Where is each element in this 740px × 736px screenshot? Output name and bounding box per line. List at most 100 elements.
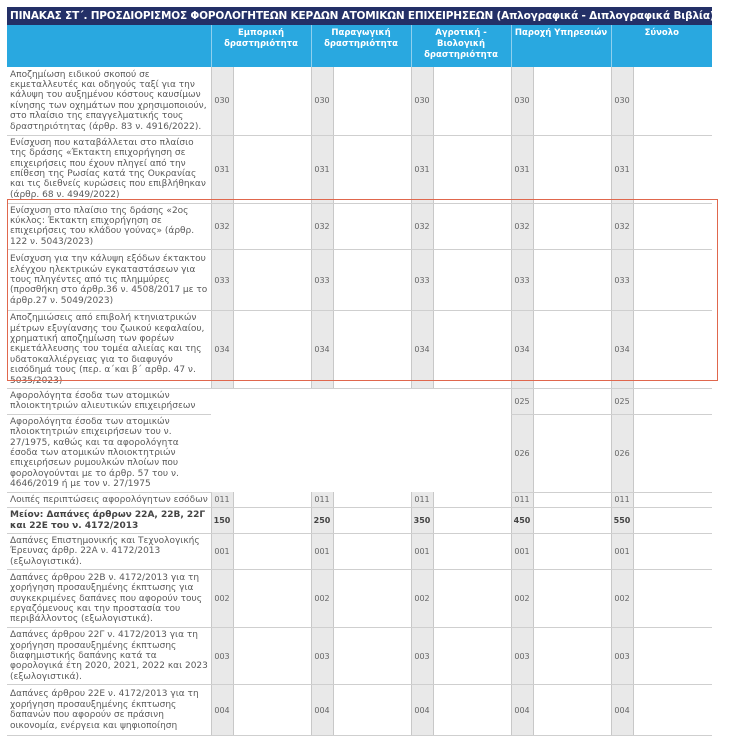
field-code: 001 — [210, 533, 234, 571]
row-label: Αποζημιώσεις από επιβολή κτηνιατρικών μέ… — [7, 310, 211, 389]
table-row: Αποζημίωση ειδικού σκοπού σε εκμεταλλευτ… — [7, 67, 713, 136]
value-input[interactable] — [533, 684, 612, 736]
row-label: Δαπάνες Επιστημονικής και Τεχνολογικής Έ… — [7, 533, 211, 571]
field-code: 001 — [310, 533, 334, 571]
table-row: Δαπάνες άρθρου 22Ε ν. 4172/2013 για τη χ… — [7, 684, 713, 736]
value-input[interactable] — [333, 67, 412, 136]
field-code: 004 — [310, 684, 334, 736]
value-input[interactable] — [333, 507, 412, 534]
value-input[interactable] — [433, 627, 512, 686]
value-input[interactable] — [433, 684, 512, 736]
value-input[interactable] — [333, 492, 412, 509]
header-column: Σύνολο — [610, 25, 713, 67]
field-code: 032 — [610, 203, 634, 251]
value-input[interactable] — [633, 414, 713, 493]
value-input[interactable] — [633, 507, 713, 534]
value-input[interactable] — [533, 414, 612, 493]
value-input[interactable] — [333, 249, 412, 312]
value-input[interactable] — [433, 67, 512, 136]
value-input[interactable] — [333, 135, 412, 204]
value-input[interactable] — [233, 67, 311, 136]
field-code: 150 — [210, 507, 234, 534]
value-input[interactable] — [433, 310, 512, 389]
value-input[interactable] — [433, 507, 512, 534]
table-row: Ενίσχυση που καταβάλλεται στο πλαίσιο τη… — [7, 135, 713, 204]
value-input[interactable] — [533, 627, 612, 686]
value-input[interactable] — [533, 569, 612, 629]
tax-table: Εμπορική δραστηριότητα Παραγωγική δραστη… — [7, 25, 713, 736]
value-input[interactable] — [333, 533, 412, 571]
value-input[interactable] — [233, 135, 311, 204]
value-input[interactable] — [633, 533, 713, 571]
field-code: 011 — [610, 492, 634, 509]
value-input[interactable] — [533, 249, 612, 312]
value-input[interactable] — [633, 388, 713, 415]
value-input[interactable] — [233, 507, 311, 534]
row-label: Αποζημίωση ειδικού σκοπού σε εκμεταλλευτ… — [7, 67, 211, 136]
value-input[interactable] — [533, 67, 612, 136]
field-code: 350 — [410, 507, 434, 534]
value-input[interactable] — [633, 203, 713, 251]
value-input[interactable] — [633, 627, 713, 686]
field-code: 032 — [310, 203, 334, 251]
field-code: 004 — [210, 684, 234, 736]
value-input[interactable] — [433, 569, 512, 629]
value-input[interactable] — [433, 249, 512, 312]
value-input[interactable] — [633, 249, 713, 312]
value-input[interactable] — [333, 310, 412, 389]
field-code: 001 — [410, 533, 434, 571]
field-code: 025 — [510, 388, 534, 415]
row-label: Δαπάνες άρθρου 22Β ν. 4172/2013 για τη χ… — [7, 569, 211, 629]
field-code: 033 — [510, 249, 534, 312]
value-input[interactable] — [633, 310, 713, 389]
value-input[interactable] — [533, 310, 612, 389]
value-input[interactable] — [433, 203, 512, 251]
field-code: 011 — [510, 492, 534, 509]
value-input[interactable] — [533, 203, 612, 251]
field-code: 032 — [510, 203, 534, 251]
value-input[interactable] — [233, 627, 311, 686]
value-input[interactable] — [633, 684, 713, 736]
row-label: Αφορολόγητα έσοδα των ατομικών πλοιοκτητ… — [7, 388, 211, 415]
field-code: 003 — [410, 627, 434, 686]
header-column: Παραγωγική δραστηριότητα — [310, 25, 412, 67]
value-input[interactable] — [533, 135, 612, 204]
field-code: 031 — [210, 135, 234, 204]
value-input[interactable] — [333, 684, 412, 736]
field-code: 034 — [310, 310, 334, 389]
field-code: 011 — [410, 492, 434, 509]
field-code: 034 — [610, 310, 634, 389]
field-code: 001 — [510, 533, 534, 571]
value-input[interactable] — [233, 310, 311, 389]
field-code: 003 — [510, 627, 534, 686]
value-input[interactable] — [633, 569, 713, 629]
empty-cell — [211, 414, 512, 493]
value-input[interactable] — [633, 135, 713, 204]
value-input[interactable] — [233, 533, 311, 571]
value-input[interactable] — [633, 492, 713, 509]
value-input[interactable] — [333, 627, 412, 686]
row-label: Ενίσχυση για την κάλυψη εξόδων έκτακτου … — [7, 249, 211, 312]
value-input[interactable] — [433, 533, 512, 571]
value-input[interactable] — [333, 569, 412, 629]
value-input[interactable] — [533, 492, 612, 509]
field-code: 450 — [510, 507, 534, 534]
value-input[interactable] — [233, 569, 311, 629]
value-input[interactable] — [233, 249, 311, 312]
value-input[interactable] — [233, 203, 311, 251]
value-input[interactable] — [533, 388, 612, 415]
table-title: ΠΙΝΑΚΑΣ ΣΤ΄. ΠΡΟΣΔΙΟΡΙΣΜΟΣ ΦΟΡΟΛΟΓΗΤΕΩΝ … — [7, 7, 712, 25]
value-input[interactable] — [533, 533, 612, 571]
value-input[interactable] — [433, 492, 512, 509]
value-input[interactable] — [533, 507, 612, 534]
value-input[interactable] — [433, 135, 512, 204]
field-code: 002 — [410, 569, 434, 629]
header-column: Παροχή Υπηρεσιών — [510, 25, 612, 67]
value-input[interactable] — [333, 203, 412, 251]
value-input[interactable] — [233, 492, 311, 509]
value-input[interactable] — [233, 684, 311, 736]
value-input[interactable] — [633, 67, 713, 136]
field-code: 011 — [210, 492, 234, 509]
field-code: 032 — [210, 203, 234, 251]
field-code: 031 — [610, 135, 634, 204]
